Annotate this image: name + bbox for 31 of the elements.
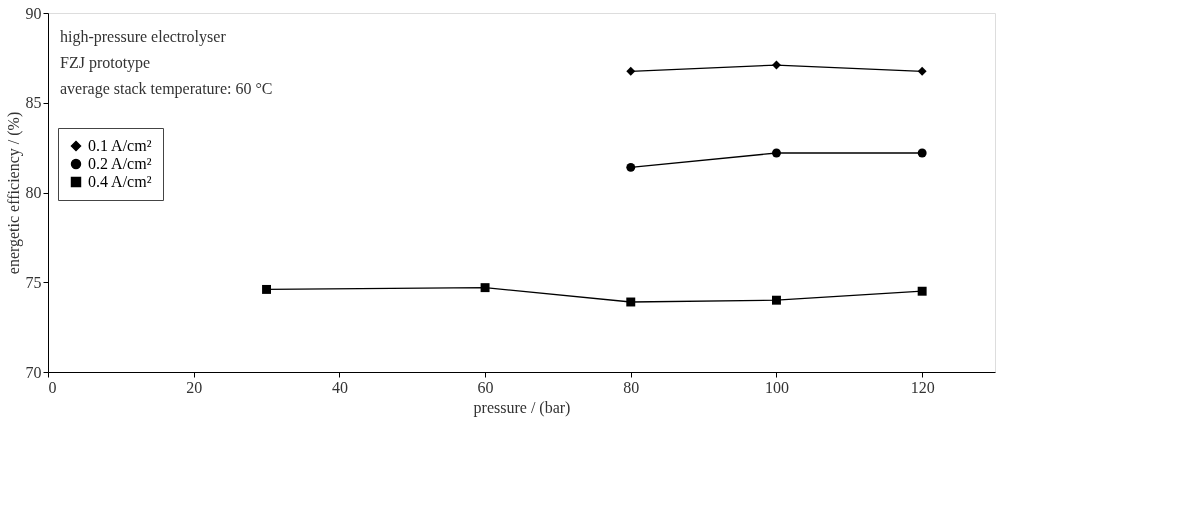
- y-axis-title: energetic efficiency / (%): [4, 111, 23, 275]
- point: [262, 284, 272, 294]
- legend-label: 0.1 A/cm²: [88, 137, 152, 154]
- point: [917, 286, 927, 296]
- y-tick-label: 85: [25, 94, 42, 112]
- x-tick-label: 20: [186, 378, 203, 396]
- legend-label: 0.4 A/cm²: [88, 173, 152, 190]
- point: [480, 283, 490, 293]
- legend-label: 0.2 A/cm²: [88, 155, 152, 172]
- x-tick-label: 60: [477, 378, 494, 396]
- x-tick-label: 80: [623, 378, 640, 396]
- point: [771, 60, 781, 70]
- x-axis-title: pressure / (bar): [473, 398, 571, 417]
- point: [626, 162, 636, 172]
- x-tick-label: 0: [48, 378, 57, 396]
- point: [626, 66, 636, 76]
- point: [771, 295, 781, 305]
- y-tick-label: 80: [25, 184, 42, 201]
- annotation: FZJ prototype: [60, 54, 151, 72]
- y-tick-label: 90: [25, 4, 42, 22]
- annotation: average stack temperature: 60 °C: [60, 80, 273, 98]
- y-tick-label: 70: [25, 363, 42, 381]
- x-tick-label: 100: [764, 378, 789, 396]
- x-tick-label: 40: [331, 378, 348, 396]
- point: [917, 66, 927, 76]
- point: [771, 148, 781, 158]
- point: [917, 148, 927, 158]
- annotation: high-pressure electrolyser: [60, 28, 227, 46]
- y-tick-label: 75: [25, 273, 42, 291]
- x-tick-label: 120: [910, 378, 935, 396]
- point: [626, 297, 636, 307]
